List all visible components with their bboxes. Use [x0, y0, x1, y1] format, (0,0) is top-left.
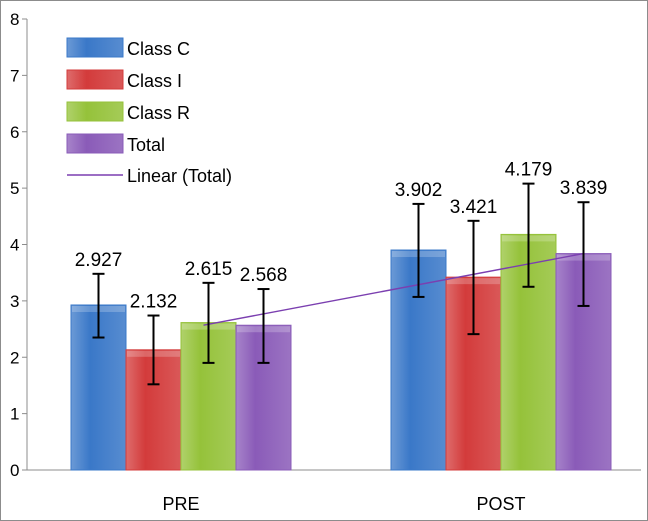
data-label: 3.902: [395, 180, 443, 201]
trendline-layer: [203, 252, 584, 326]
y-tick-label: 8: [10, 10, 19, 29]
bars: [70, 233, 612, 471]
legend: Class C Class I Class R Total Linear (Total): [66, 37, 232, 186]
data-label: 3.839: [560, 178, 608, 199]
legend-swatch-class-i: [66, 69, 124, 90]
data-label: 4.179: [505, 160, 553, 181]
data-labels: 2.927 2.132 2.615 2.568 3.902 3.421 4.179 3.839: [75, 160, 608, 313]
y-tick-label: 7: [10, 66, 19, 85]
x-category-label: PRE: [162, 494, 199, 514]
y-tick-label: 4: [10, 236, 19, 255]
legend-swatch-total: [66, 133, 124, 154]
y-tick-label: 2: [10, 348, 19, 367]
error-bars: [92, 182, 590, 386]
legend-label-total: Total: [127, 135, 165, 155]
legend-swatch-class-c: [66, 37, 124, 58]
legend-label-class-r: Class R: [127, 103, 190, 123]
legend-label-linear-total: Linear (Total): [127, 166, 232, 186]
trendline-total: [203, 252, 584, 326]
data-label: 3.421: [450, 197, 498, 218]
data-label: 2.615: [185, 259, 233, 280]
legend-label-class-c: Class C: [127, 39, 190, 59]
legend-label-class-i: Class I: [127, 71, 182, 91]
y-tick-label: 3: [10, 292, 19, 311]
y-tick-label: 1: [10, 405, 19, 424]
y-tick-label: 5: [10, 179, 19, 198]
y-tick-label: 0: [10, 461, 19, 480]
x-category-label: POST: [476, 494, 525, 514]
data-label: 2.927: [75, 250, 123, 271]
legend-swatch-class-r: [66, 101, 124, 122]
data-label: 2.568: [240, 265, 288, 286]
data-label: 2.132: [130, 292, 178, 313]
y-tick-label: 6: [10, 123, 19, 142]
